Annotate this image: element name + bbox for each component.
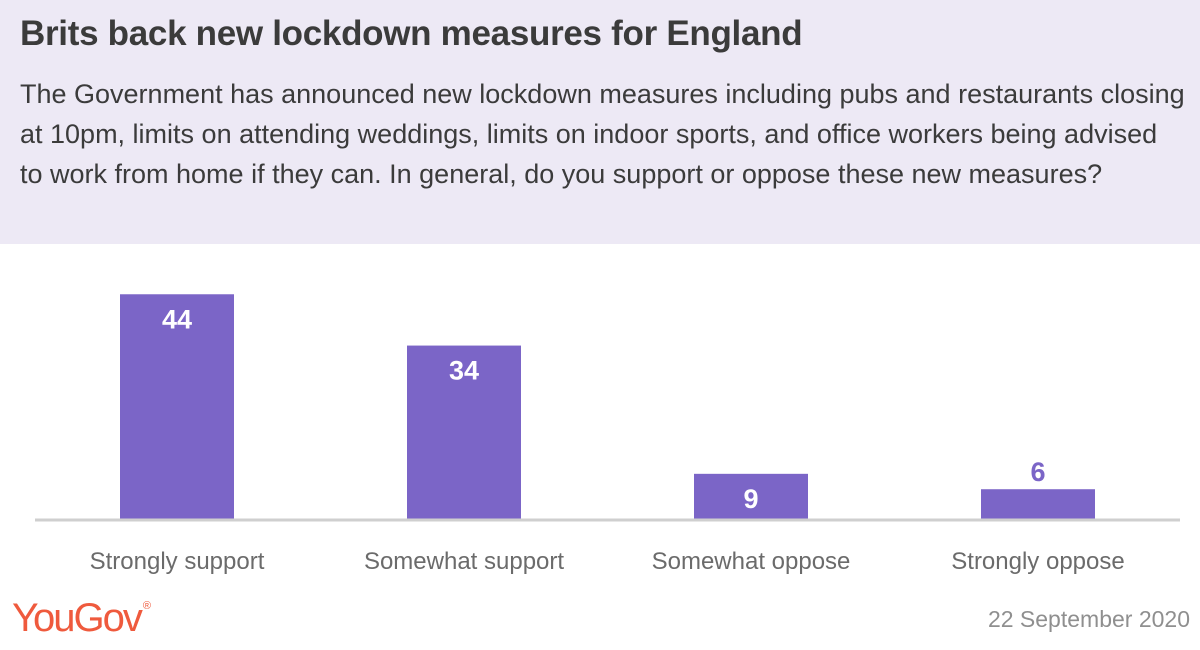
- bar-3: [981, 489, 1095, 520]
- chart-subtitle: The Government has announced new lockdow…: [20, 79, 1185, 189]
- chart-title: Brits back new lockdown measures for Eng…: [20, 14, 803, 53]
- category-label-1: Somewhat support: [364, 548, 564, 575]
- category-label-2: Somewhat oppose: [652, 548, 851, 575]
- category-label-3: Strongly oppose: [951, 548, 1124, 575]
- bars-group: [120, 294, 1095, 520]
- bar-2: [694, 473, 808, 520]
- bar-1: [407, 345, 521, 520]
- brand-name: YouGov: [12, 596, 143, 640]
- category-label-0: Strongly support: [90, 548, 265, 575]
- bar-value-label-2: 9: [743, 484, 758, 514]
- bar-0: [120, 294, 234, 520]
- date-label: 22 September 2020: [987, 606, 1190, 632]
- labels-group: 44 Strongly support 34 Somewhat support 9 Som…: [90, 304, 1125, 575]
- bar-value-label-3: 6: [1030, 457, 1045, 487]
- bar-chart: 44 Strongly support 34 Somewhat support 9 Som…: [35, 294, 1180, 575]
- header-panel: Brits back new lockdown measures for Eng…: [0, 0, 1200, 244]
- bar-value-label-0: 44: [162, 304, 192, 334]
- yougov-logo: YouGov ®: [12, 596, 151, 640]
- bar-value-label-1: 34: [449, 356, 479, 386]
